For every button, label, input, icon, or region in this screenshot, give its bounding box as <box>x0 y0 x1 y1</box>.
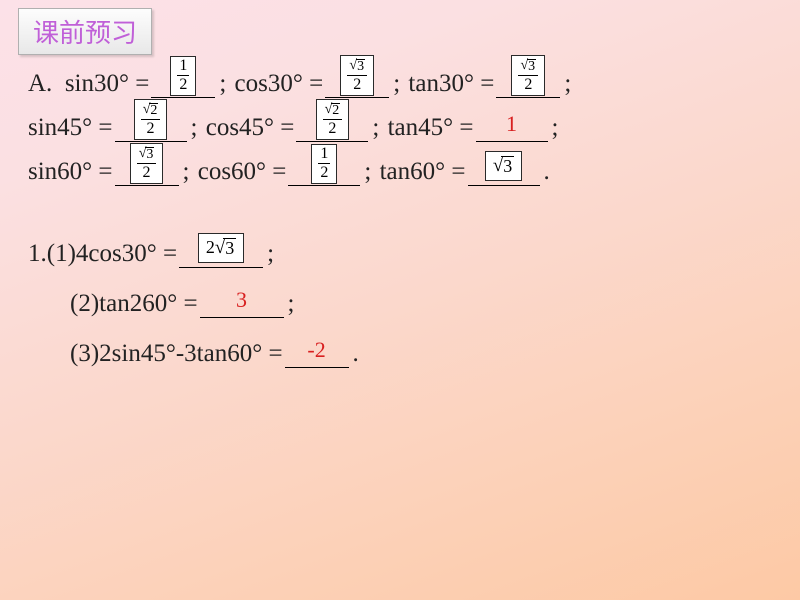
frac-den: 2 <box>328 120 336 137</box>
frac-den: 2 <box>147 120 155 137</box>
blank: 3 2 <box>115 154 179 186</box>
item-tan30: tan30° = 3 2 ; <box>408 66 573 98</box>
item-sin45: sin45° = 2 2 ; <box>28 110 206 142</box>
item-sin60: sin60° = 3 2 ; <box>28 154 198 186</box>
blank: 3 2 <box>496 66 560 98</box>
frac-num: 3 <box>518 57 538 76</box>
semicolon: ; <box>191 114 204 142</box>
tail: . <box>353 340 359 368</box>
row-q2: (2) tan260° = 3 ; <box>70 286 772 318</box>
frac-num: 2 <box>323 101 343 120</box>
func-label: cos60° = <box>198 158 287 186</box>
ans-frac: 3 2 <box>130 143 164 184</box>
coef: 2 <box>206 237 215 258</box>
item-sin30: sin30° = 1 2 ; <box>65 66 235 98</box>
frac-num: 3 <box>347 57 367 76</box>
part-idx: (2) <box>70 290 99 318</box>
blank: 2 2 <box>296 110 368 142</box>
item-cos45: cos45° = 2 2 ; <box>206 110 388 142</box>
blank: 3 <box>200 286 284 318</box>
semicolon: ; <box>372 114 385 142</box>
row-a1: A. sin30° = 1 2 ; cos30° = 3 2 ; tan3 <box>28 66 772 98</box>
blank: -2 <box>285 336 349 368</box>
ans-sqrtbox: 23 <box>198 233 244 263</box>
frac-den: 2 <box>524 76 532 93</box>
header-box: 课前预习 <box>18 8 152 55</box>
item-cos60: cos60° = 1 2 ; <box>198 154 380 186</box>
frac-den: 2 <box>179 76 187 93</box>
semicolon: ; <box>393 70 406 98</box>
item-tan60: tan60° = 3 . <box>380 154 552 186</box>
frac-den: 2 <box>353 76 361 93</box>
ans-frac: 3 2 <box>511 55 545 96</box>
func-label: tan30° = <box>408 70 494 98</box>
func-label: tan45° = <box>388 114 474 142</box>
blank: 3 <box>468 154 540 186</box>
section-a-label: A. <box>28 70 52 98</box>
row-a2: sin45° = 2 2 ; cos45° = 2 2 ; tan45° = <box>28 110 772 142</box>
semicolon: ; <box>564 70 571 98</box>
ans-text: -2 <box>307 337 325 363</box>
sqrt: 2 <box>143 103 159 118</box>
ans-frac: 1 2 <box>170 56 196 96</box>
ans-frac: 3 2 <box>340 55 374 96</box>
blank: 1 2 <box>151 66 215 98</box>
row-q1: 1. (1) 4cos30° = 23 ; <box>28 236 772 268</box>
row-q3: (3) 2sin45°-3tan60° = -2 . <box>70 336 772 368</box>
expr: 4cos30° = <box>76 240 177 268</box>
ans-text: 3 <box>236 287 247 313</box>
ans-frac: 2 2 <box>134 99 168 140</box>
sqrt: 3 <box>493 155 514 177</box>
frac-num: 1 <box>318 146 330 164</box>
semicolon: ; <box>219 70 232 98</box>
period: . <box>544 158 550 186</box>
blank: 23 <box>179 236 263 268</box>
func-label: sin45° = <box>28 114 113 142</box>
blank: 2 2 <box>115 110 187 142</box>
header-title: 课前预习 <box>33 19 137 48</box>
frac-den: 2 <box>143 164 151 181</box>
func-label: sin60° = <box>28 158 113 186</box>
blank: 1 2 <box>288 154 360 186</box>
part-idx: (3) <box>70 340 99 368</box>
tail: ; <box>288 290 295 318</box>
frac-den: 2 <box>320 164 328 181</box>
frac-num: 2 <box>141 101 161 120</box>
item-tan45: tan45° = 1 ; <box>388 110 561 142</box>
part-idx: (1) <box>47 240 76 268</box>
semicolon: ; <box>552 114 559 142</box>
tail: ; <box>267 240 274 268</box>
sqrt: 2 <box>325 103 341 118</box>
row-a3: sin60° = 3 2 ; cos60° = 1 2 ; tan60° = <box>28 154 772 186</box>
ans-sqrtbox: 3 <box>485 151 522 181</box>
content-area: A. sin30° = 1 2 ; cos30° = 3 2 ; tan3 <box>28 66 772 386</box>
frac-num: 3 <box>137 145 157 164</box>
blank: 3 2 <box>325 66 389 98</box>
blank: 1 <box>476 110 548 142</box>
func-label: cos45° = <box>206 114 295 142</box>
expr: 2sin45°-3tan60° = <box>99 340 282 368</box>
func-label: sin30° = <box>65 70 150 98</box>
frac-num: 1 <box>177 58 189 76</box>
sqrt: 3 <box>139 147 155 162</box>
semicolon: ; <box>364 158 377 186</box>
expr: tan260° = <box>99 290 197 318</box>
sqrt: 3 <box>520 59 536 74</box>
spacer <box>28 198 772 236</box>
ans-frac: 1 2 <box>311 144 337 184</box>
section-1-label: 1. <box>28 240 47 268</box>
sqrt: 3 <box>215 237 236 259</box>
func-label: cos30° = <box>235 70 324 98</box>
ans-frac: 2 2 <box>316 99 350 140</box>
ans-text: 1 <box>506 111 517 137</box>
semicolon: ; <box>183 158 196 186</box>
sqrt: 3 <box>349 59 365 74</box>
item-cos30: cos30° = 3 2 ; <box>235 66 409 98</box>
func-label: tan60° = <box>380 158 466 186</box>
